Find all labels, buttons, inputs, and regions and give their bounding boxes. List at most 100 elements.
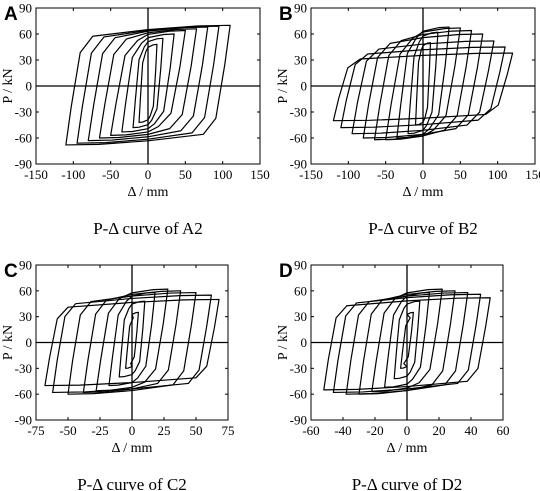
y-tick-label: 0	[301, 335, 308, 350]
x-tick-label: -60	[302, 423, 319, 438]
panel-letter: B	[279, 4, 293, 25]
hysteresis-loop	[44, 298, 220, 387]
hysteresis-loop	[345, 291, 469, 395]
x-tick-label: -50	[102, 167, 119, 182]
hysteresis-loop	[414, 42, 432, 126]
hysteresis-loop	[98, 28, 198, 139]
chart-panel-a: -150 -100 -50 0 50 100 150 -90 -60 -30 0 30 60 90 Δ / …	[1, 1, 270, 239]
y-tick-label: 60	[19, 283, 32, 298]
y-tick-label: -60	[15, 387, 32, 402]
x-tick-label: 75	[222, 423, 235, 438]
x-tick-label: -75	[27, 423, 44, 438]
hysteresis-loop	[371, 288, 443, 393]
y-tick-label: -90	[290, 157, 307, 172]
y-tick-label: -30	[290, 105, 307, 120]
y-tick-label: 30	[19, 309, 32, 324]
y-axis-title: P / kN	[276, 68, 291, 103]
y-tick-label: 30	[19, 53, 32, 68]
x-tick-label: 40	[465, 423, 478, 438]
x-axis-title: Δ / mm	[112, 441, 153, 456]
x-tick-label: -150	[299, 167, 323, 182]
x-tick-label: -100	[61, 167, 85, 182]
hysteresis-loop	[373, 29, 473, 141]
x-tick-label: 20	[433, 423, 446, 438]
hysteresis-loop	[400, 311, 414, 369]
x-tick-label: 0	[420, 167, 427, 182]
panel-letter: D	[279, 261, 293, 282]
x-tick-label: 100	[213, 167, 233, 182]
panel-caption: P-Δ curve of B2	[368, 219, 478, 238]
hysteresis-loop	[323, 297, 491, 391]
y-axis-title: P / kN	[276, 325, 291, 360]
x-tick-label: 100	[488, 167, 508, 182]
x-tick-label: 0	[129, 423, 136, 438]
chart-panel-b: -150 -100 -50 0 50 100 150 -90 -60 -30 0 30 60 90 Δ / …	[276, 1, 540, 239]
y-tick-label: -30	[15, 105, 32, 120]
x-tick-label: 0	[404, 423, 411, 438]
y-tick-label: 90	[19, 258, 32, 273]
hysteresis-loop	[125, 311, 139, 369]
x-tick-label: 50	[190, 423, 203, 438]
y-tick-label: 90	[19, 1, 32, 16]
hysteresis-loop	[76, 25, 220, 144]
panel-caption: P-Δ curve of D2	[352, 475, 463, 491]
panel-caption: P-Δ curve of A2	[93, 219, 203, 238]
y-tick-label: 60	[294, 283, 307, 298]
x-axis-title: Δ / mm	[403, 185, 444, 200]
x-tick-label: -100	[336, 167, 360, 182]
x-tick-label: 150	[525, 167, 540, 182]
x-tick-label: -150	[24, 167, 48, 182]
x-tick-label: 50	[454, 167, 467, 182]
x-tick-label: -40	[334, 423, 351, 438]
hysteresis-loop	[52, 294, 212, 394]
x-tick-label: 0	[145, 167, 152, 182]
hysteresis-loop	[332, 52, 514, 122]
x-tick-label: 25	[158, 423, 171, 438]
hysteresis-loop	[138, 43, 158, 123]
y-axis-title: P / kN	[1, 68, 16, 103]
y-tick-label: -90	[290, 413, 307, 428]
x-axis-title: Δ / mm	[128, 185, 169, 200]
hysteresis-loop	[118, 300, 146, 378]
y-tick-label: 30	[294, 53, 307, 68]
y-tick-label: 60	[19, 27, 32, 42]
y-tick-label: -30	[15, 361, 32, 376]
y-tick-label: 90	[294, 258, 307, 273]
x-tick-label: 150	[250, 167, 270, 182]
x-tick-label: 60	[497, 423, 510, 438]
hysteresis-loop	[132, 37, 164, 129]
hysteresis-loop	[65, 24, 231, 146]
chart-panel-c: -75 -50 -25 0 25 50 75 -90 -60 -30 0 30 60 90 Δ / mm P …	[1, 258, 235, 491]
y-tick-label: 90	[294, 1, 307, 16]
y-tick-label: 0	[26, 79, 33, 94]
hysteresis-loop	[67, 291, 197, 395]
x-tick-label: -20	[366, 423, 383, 438]
x-tick-label: -50	[377, 167, 394, 182]
panel-caption: P-Δ curve of C2	[77, 475, 187, 491]
hysteresis-loop	[332, 293, 482, 394]
x-tick-label: 50	[179, 167, 192, 182]
hysteresis-loop	[121, 33, 175, 133]
y-axis-title: P / kN	[1, 325, 16, 360]
y-tick-label: -60	[290, 131, 307, 146]
y-tick-label: 0	[26, 335, 33, 350]
x-tick-label: -25	[91, 423, 108, 438]
hysteresis-loop	[340, 46, 506, 129]
y-tick-label: -90	[15, 157, 32, 172]
y-tick-label: -60	[15, 131, 32, 146]
x-tick-label: -50	[59, 423, 76, 438]
y-tick-label: -60	[290, 387, 307, 402]
hysteresis-loop	[110, 29, 186, 136]
hysteresis-loop	[87, 26, 209, 142]
y-tick-label: -30	[290, 361, 307, 376]
hysteresis-loop	[95, 288, 169, 392]
y-tick-label: 60	[294, 27, 307, 42]
panel-letter: C	[4, 261, 18, 282]
x-axis-title: Δ / mm	[387, 441, 428, 456]
panel-letter: A	[4, 4, 18, 25]
y-tick-label: 0	[301, 79, 308, 94]
hysteresis-loop	[351, 40, 495, 135]
hysteresis-loop	[393, 300, 421, 380]
